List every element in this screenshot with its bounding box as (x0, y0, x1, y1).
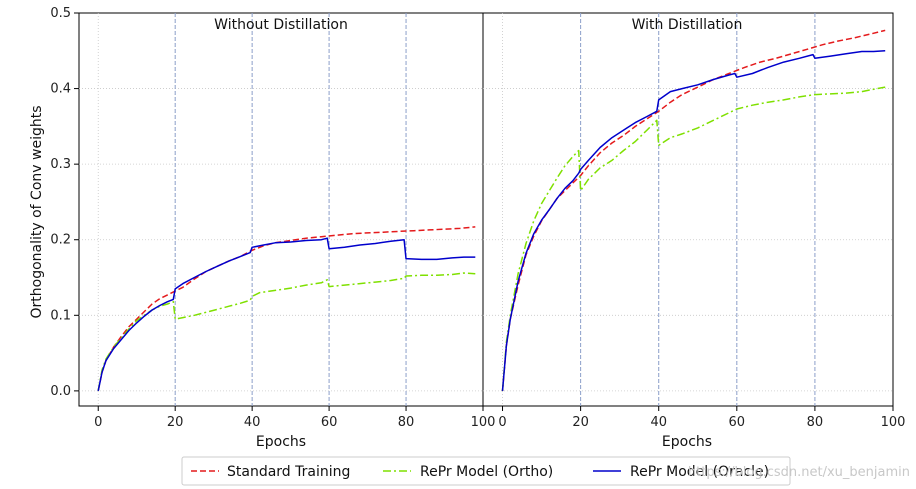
y-tick-label: 0.0 (50, 384, 71, 399)
right-panel-vlines (580, 13, 816, 406)
series-line-repr-model-ortho (97, 272, 476, 392)
legend-label: Standard Training (227, 464, 350, 480)
x-tick-label: 60 (729, 415, 746, 430)
right-panel-frame (482, 12, 894, 407)
x-tick-label: 40 (244, 415, 261, 430)
x-tick-label: 100 (471, 415, 496, 430)
left-panel-series (97, 226, 476, 392)
legend-box (181, 456, 791, 486)
legend-label: RePr Model (Oracle) (630, 464, 769, 480)
x-tick-label: 0 (498, 415, 506, 430)
left-panel-frame (78, 12, 484, 407)
x-tick-label: 80 (807, 415, 824, 430)
right-panel-series (501, 29, 886, 391)
x-tick-label: 20 (572, 415, 589, 430)
y-tick-label: 0.3 (50, 157, 71, 172)
right-panel-xlabel: Epochs (662, 434, 712, 450)
y-tick-label: 0.2 (50, 233, 71, 248)
left-panel-yticks: 0.0 0.1 0.2 0.3 0.4 0.5 (50, 6, 79, 399)
left-panel: 0 20 40 60 80 100 0.0 0.1 0.2 0.3 0.4 0.5 Without … (29, 6, 495, 450)
x-tick-label: 100 (881, 415, 906, 430)
right-panel: 0 20 40 60 80 100 With Distillation Epochs (482, 12, 905, 450)
right-panel-xticks: 0 20 40 60 80 100 (498, 406, 905, 430)
left-panel-xlabel: Epochs (256, 434, 306, 450)
right-panel-title: With Distillation (632, 17, 743, 33)
legend-entry-repr-oracle: RePr Model (Oracle) (593, 464, 769, 480)
x-tick-label: 20 (167, 415, 184, 430)
watermark: https://blog.csdn.net/xu_benjamin (688, 465, 910, 480)
legend-label: RePr Model (Ortho) (420, 464, 553, 480)
y-tick-label: 0.4 (50, 82, 71, 97)
series-line-repr-model-ortho (501, 86, 886, 391)
legend-entry-repr-ortho: RePr Model (Ortho) (383, 464, 553, 480)
x-tick-label: 40 (650, 415, 667, 430)
x-tick-label: 0 (94, 415, 102, 430)
left-panel-ylabel: Orthogonality of Conv weights (29, 105, 45, 318)
legend-entry-standard-training: Standard Training (191, 464, 350, 480)
x-tick-label: 80 (398, 415, 415, 430)
left-panel-vlines (174, 13, 407, 406)
legend: Standard Training RePr Model (Ortho) ReP… (181, 456, 791, 486)
series-line-repr-model-oracle (97, 237, 476, 392)
y-tick-label: 0.1 (50, 308, 71, 323)
series-line-repr-model-oracle (501, 50, 886, 391)
x-tick-label: 60 (321, 415, 338, 430)
left-panel-xticks: 0 20 40 60 80 100 (94, 406, 495, 430)
left-panel-title: Without Distillation (214, 17, 348, 33)
y-tick-label: 0.5 (50, 6, 71, 21)
